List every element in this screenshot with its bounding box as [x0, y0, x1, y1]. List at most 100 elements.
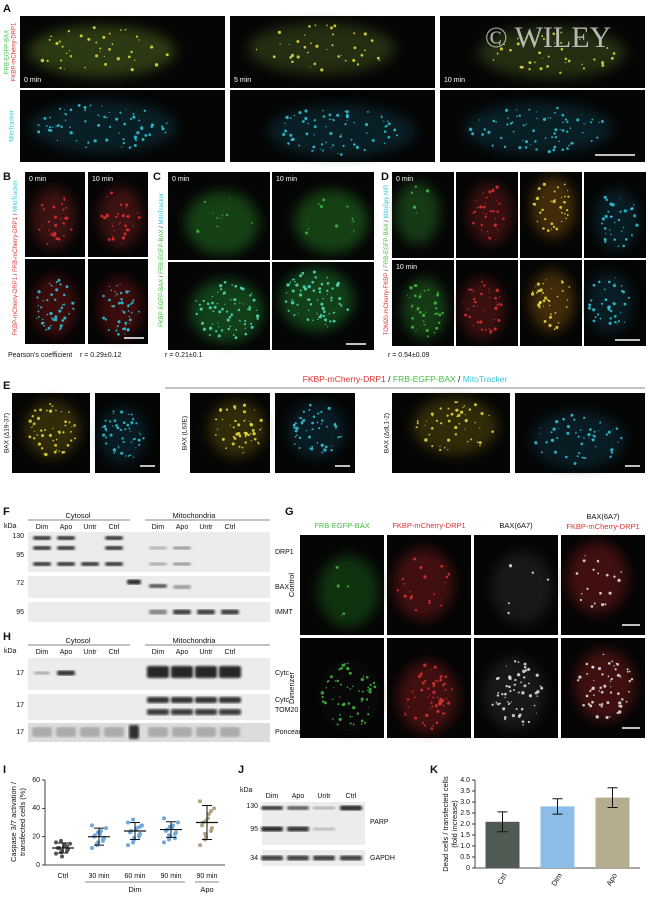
point [54, 840, 58, 845]
organelle [611, 660, 614, 663]
time-label: 0 min [396, 176, 413, 183]
organelle [40, 203, 44, 207]
organelle [69, 55, 73, 58]
organelle [213, 305, 217, 309]
organelle [516, 37, 519, 40]
organelle [435, 419, 439, 422]
organelle [212, 310, 215, 313]
organelle [62, 235, 65, 238]
organelle [244, 431, 248, 436]
organelle [137, 216, 141, 220]
organelle [494, 217, 496, 219]
point [59, 838, 63, 843]
organelle [316, 421, 319, 424]
organelle [369, 687, 372, 691]
organelle [65, 285, 69, 289]
organelle [63, 199, 66, 201]
organelle [284, 129, 288, 133]
organelle [601, 217, 605, 221]
organelle [61, 202, 64, 205]
organelle [337, 436, 340, 439]
organelle [50, 293, 54, 296]
organelle [43, 116, 47, 120]
organelle [252, 298, 256, 302]
organelle [455, 408, 459, 412]
organelle [124, 333, 126, 335]
organelle [609, 229, 611, 231]
organelle [406, 698, 410, 701]
organelle [110, 191, 113, 195]
organelle [287, 309, 290, 312]
organelle [122, 421, 126, 425]
organelle [509, 122, 513, 125]
organelle [124, 224, 127, 228]
marker-label: 34 [250, 855, 258, 862]
organelle [412, 205, 417, 209]
micrograph-content [98, 277, 142, 339]
organelle [121, 310, 124, 312]
organelle [458, 422, 461, 425]
organelle [331, 118, 334, 121]
organelle [623, 302, 627, 306]
organelle [40, 58, 45, 63]
organelle [295, 426, 299, 430]
organelle [225, 408, 229, 411]
organelle [600, 690, 604, 694]
organelle [58, 40, 61, 43]
organelle [116, 325, 119, 328]
organelle [518, 713, 522, 717]
organelle [69, 108, 73, 112]
organelle [440, 564, 444, 568]
point [162, 816, 166, 821]
organelle [538, 306, 541, 309]
panel-letter: K [430, 764, 438, 776]
organelle [108, 111, 111, 114]
organelle [53, 450, 57, 454]
band [56, 727, 76, 737]
organelle [441, 311, 444, 315]
micrograph-content [24, 400, 81, 458]
organelle [586, 587, 589, 591]
organelle [561, 290, 564, 292]
organelle [514, 683, 517, 686]
organelle [107, 329, 110, 332]
organelle [211, 295, 213, 298]
organelle [161, 128, 164, 131]
organelle [237, 431, 241, 435]
organelle [560, 280, 564, 284]
organelle [474, 422, 476, 424]
organelle [104, 419, 107, 422]
organelle [612, 284, 616, 288]
organelle [615, 662, 618, 665]
organelle [591, 686, 595, 691]
channel-part: / [13, 272, 19, 277]
organelle [340, 666, 343, 670]
organelle [338, 713, 341, 716]
organelle [607, 430, 611, 434]
organelle [535, 291, 538, 294]
organelle [569, 127, 572, 130]
organelle [432, 684, 435, 688]
cell [566, 541, 628, 614]
organelle [165, 122, 168, 125]
organelle [119, 111, 122, 114]
organelle [46, 242, 49, 245]
organelle [339, 153, 343, 156]
organelle [306, 318, 310, 321]
organelle [135, 447, 137, 449]
organelle [514, 678, 517, 682]
band [173, 609, 191, 615]
organelle [610, 678, 613, 681]
organelle [135, 35, 139, 38]
organelle [533, 704, 536, 707]
band [57, 670, 75, 676]
organelle [623, 209, 627, 213]
organelle [560, 47, 564, 51]
organelle [84, 109, 87, 112]
organelle [623, 321, 626, 323]
organelle [454, 425, 458, 430]
organelle [331, 445, 333, 447]
organelle [251, 428, 255, 432]
organelle [549, 117, 552, 119]
organelle [135, 422, 138, 425]
